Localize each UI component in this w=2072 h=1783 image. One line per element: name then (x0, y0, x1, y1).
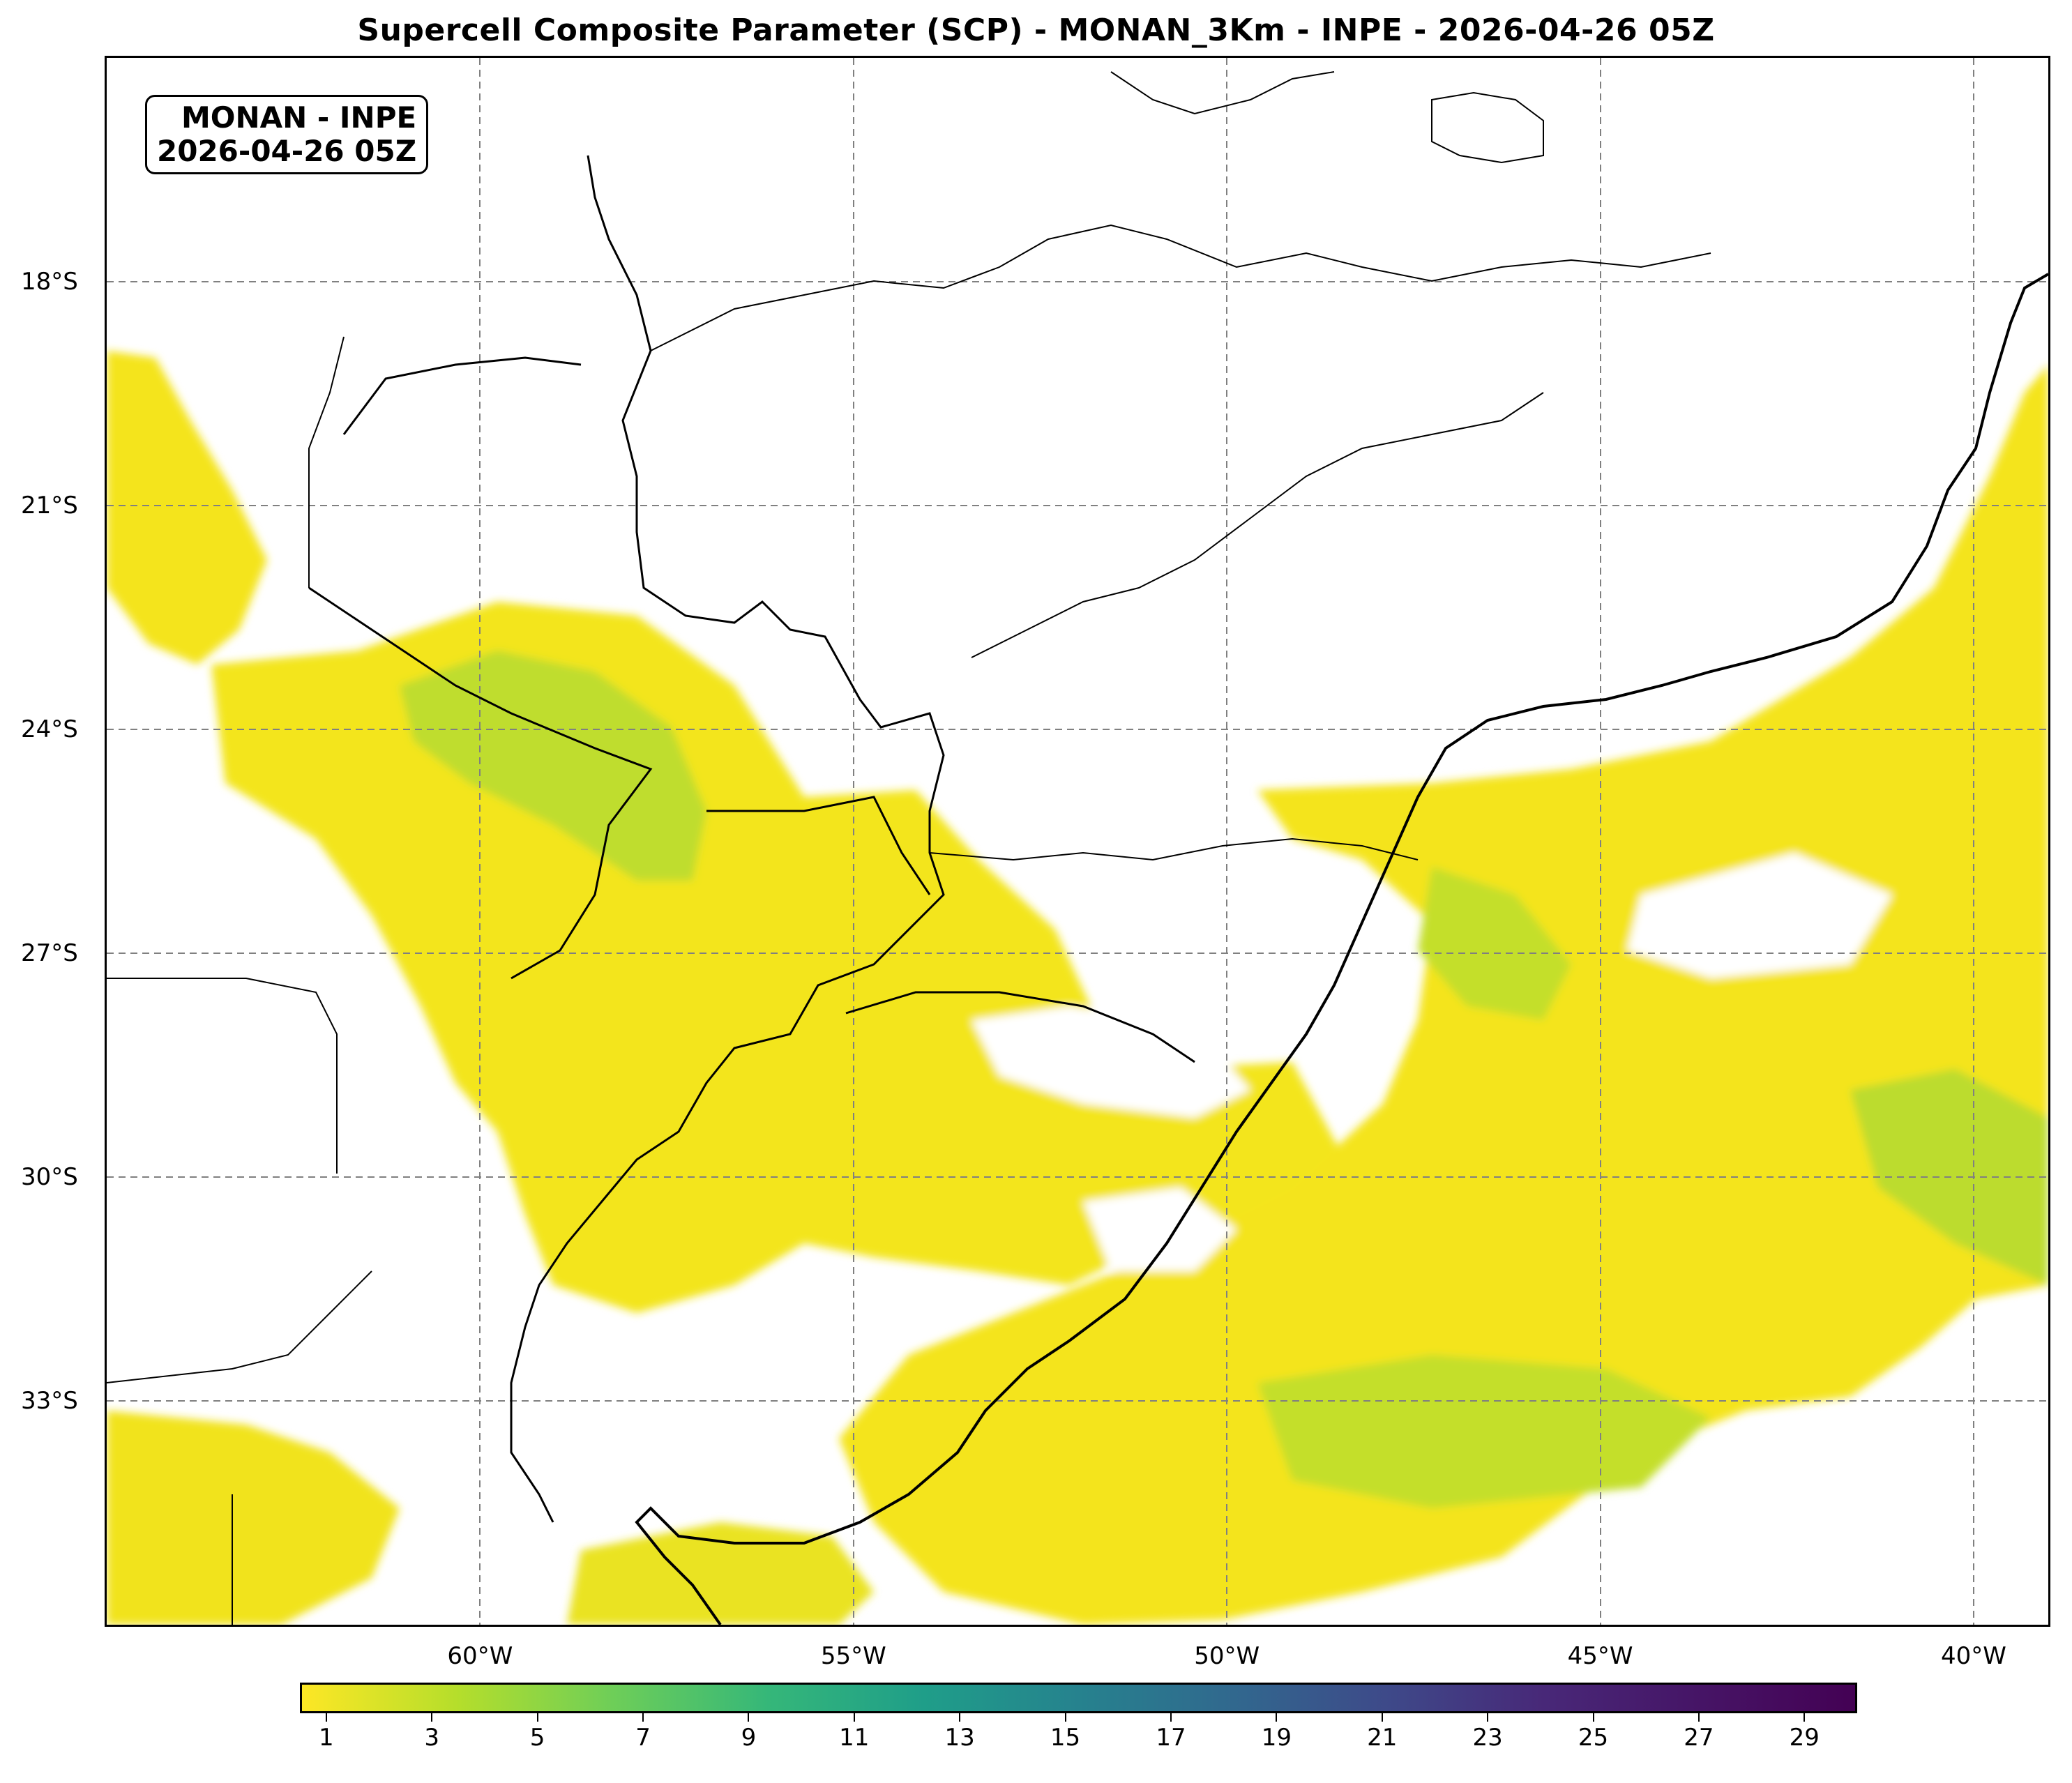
scp-area-atlantic (839, 365, 2048, 1625)
colorbar-tick-mark (536, 1713, 538, 1722)
model-info-box: MONAN - INPE 2026-04-26 05Z (145, 95, 429, 174)
colorbar-tick-mark (1276, 1713, 1278, 1722)
longitude-label: 40°W (1940, 1642, 2006, 1670)
coastline (635, 273, 2048, 1625)
scp-core-atlantic-1 (1418, 867, 1571, 1020)
longitude-label: 55°W (820, 1642, 886, 1670)
colorbar-tick-label: 23 (1472, 1724, 1503, 1752)
colorbar-tick-label: 5 (529, 1724, 545, 1752)
colorbar-tick-mark (1170, 1713, 1172, 1722)
longitude-label: 45°W (1567, 1642, 1633, 1670)
colorbar-tick-label: 17 (1156, 1724, 1186, 1752)
borders (308, 155, 1195, 1523)
latitude-label: 30°S (21, 1163, 78, 1191)
longitude-label: 60°W (447, 1642, 513, 1670)
longitude-label: 50°W (1194, 1642, 1260, 1670)
gridlines (107, 58, 2048, 1625)
scp-area-northwest (107, 351, 267, 665)
colorbar-tick-label: 19 (1261, 1724, 1292, 1752)
colorbar-tick-label: 27 (1684, 1724, 1714, 1752)
colorbar-tick-mark (1487, 1713, 1489, 1722)
info-line-date: 2026-04-26 05Z (157, 134, 417, 168)
colorbar-tick-mark (642, 1713, 644, 1722)
colorbar-tick-mark (1697, 1713, 1700, 1722)
scp-field (107, 351, 2048, 1625)
colorbar-tick-mark (431, 1713, 433, 1722)
colorbar-tick-mark (853, 1713, 855, 1722)
info-line-model: MONAN - INPE (181, 100, 417, 135)
colorbar-tick-mark (1592, 1713, 1594, 1722)
colorbar-tick-label: 11 (839, 1724, 870, 1752)
colorbar-tick-label: 29 (1789, 1724, 1820, 1752)
colorbar-tick-label: 7 (635, 1724, 651, 1752)
latitude-label: 24°S (21, 715, 78, 743)
state-borders (107, 71, 1711, 1625)
colorbar-tick-label: 1 (319, 1724, 334, 1752)
colorbar-tick-label: 13 (944, 1724, 975, 1752)
colorbar-tick-label: 21 (1367, 1724, 1398, 1752)
latitude-label: 21°S (21, 492, 78, 519)
colorbar-tick-mark (1381, 1713, 1383, 1722)
scp-clear-3 (1083, 1188, 1237, 1271)
latitude-label: 33°S (21, 1387, 78, 1415)
colorbar-tick-mark (1064, 1713, 1066, 1722)
scp-clear-1 (971, 1006, 1250, 1118)
latitude-label: 27°S (21, 939, 78, 967)
colorbar-tick-mark (959, 1713, 961, 1722)
scp-core-atlantic-2 (1257, 1355, 1711, 1508)
colorbar-tick-label: 9 (741, 1724, 757, 1752)
map-panel (105, 56, 2050, 1627)
colorbar (300, 1683, 1857, 1713)
colorbar-tick-mark (748, 1713, 750, 1722)
scp-clear-2 (1627, 853, 1892, 978)
chart-title: Supercell Composite Parameter (SCP) - MO… (357, 13, 1715, 48)
scp-area-southwest (107, 1411, 400, 1625)
colorbar-tick-mark (325, 1713, 327, 1722)
scp-area-south (567, 1522, 874, 1625)
colorbar-tick-label: 25 (1578, 1724, 1609, 1752)
colorbar-tick-mark (1803, 1713, 1806, 1722)
colorbar-tick-label: 3 (424, 1724, 440, 1752)
latitude-label: 18°S (21, 268, 78, 296)
map-svg (107, 58, 2048, 1625)
colorbar-tick-label: 15 (1050, 1724, 1081, 1752)
scp-core-interior (400, 651, 706, 881)
